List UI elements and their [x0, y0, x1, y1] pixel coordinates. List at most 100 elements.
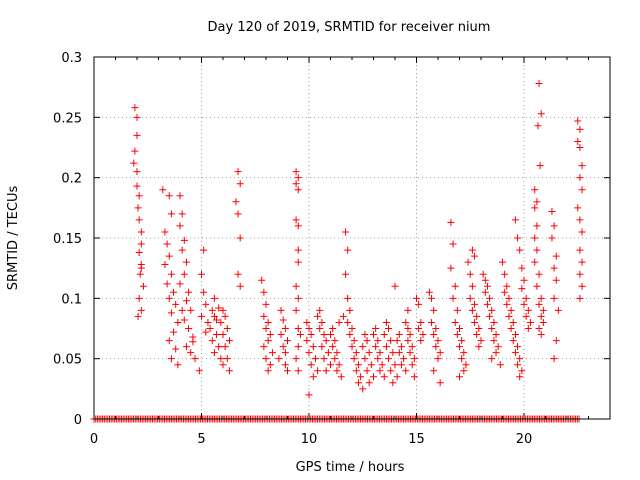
data-point — [449, 240, 457, 248]
data-point — [219, 361, 227, 369]
data-point — [260, 312, 268, 320]
data-point — [501, 288, 509, 296]
data-point — [333, 367, 341, 375]
data-point — [198, 312, 205, 320]
data-point — [524, 325, 532, 332]
data-point — [236, 282, 244, 290]
data-point — [576, 270, 584, 278]
data-point — [202, 328, 210, 336]
data-point — [539, 318, 547, 326]
data-point — [294, 174, 302, 182]
x-axis-label: GPS time / hours — [296, 460, 405, 475]
data-point — [292, 168, 300, 176]
data-point — [518, 285, 526, 293]
data-point — [198, 270, 205, 278]
data-point — [266, 331, 274, 339]
data-point — [316, 325, 324, 332]
data-point — [507, 325, 515, 332]
data-point — [576, 144, 584, 151]
data-point — [174, 318, 182, 326]
grid — [94, 57, 610, 419]
data-point — [436, 379, 444, 387]
data-point — [161, 261, 169, 269]
data-point — [397, 361, 405, 369]
data-point — [387, 337, 395, 345]
data-point — [234, 210, 242, 218]
data-point — [550, 264, 558, 272]
data-point — [576, 174, 584, 182]
data-point — [537, 331, 545, 339]
data-point — [165, 192, 173, 200]
data-point — [428, 318, 436, 326]
data-point — [524, 306, 532, 314]
data-point — [400, 355, 408, 363]
data-point — [359, 343, 367, 351]
data-point — [447, 218, 455, 226]
data-point — [178, 246, 186, 254]
data-point — [520, 276, 528, 284]
data-point — [176, 280, 184, 288]
data-point — [210, 349, 218, 357]
data-point — [294, 343, 302, 351]
data-point — [387, 367, 395, 375]
data-point — [453, 306, 461, 314]
data-point — [292, 180, 300, 188]
data-point — [292, 306, 300, 314]
data-point — [262, 355, 270, 363]
data-point — [404, 325, 412, 332]
data-point — [436, 349, 444, 357]
y-axis-label: SRMTID / TECUs — [6, 186, 21, 291]
data-point — [284, 337, 291, 345]
data-point — [206, 325, 214, 332]
data-point — [516, 355, 524, 363]
data-point — [342, 228, 350, 236]
data-point — [488, 325, 496, 332]
data-point — [417, 318, 425, 326]
data-point — [307, 361, 315, 369]
data-point — [372, 343, 380, 351]
data-point — [406, 331, 414, 339]
data-point — [200, 288, 208, 296]
data-point — [163, 240, 171, 248]
x-tick-label: 0 — [90, 432, 98, 447]
data-point — [331, 355, 339, 363]
data-point — [481, 288, 489, 296]
data-point — [139, 282, 147, 290]
data-point — [210, 294, 218, 302]
data-point — [234, 168, 242, 176]
data-point — [165, 294, 173, 302]
data-point — [275, 355, 283, 363]
data-point — [417, 337, 425, 345]
data-point — [492, 331, 500, 339]
data-point — [294, 186, 302, 194]
data-point — [354, 361, 362, 369]
data-point — [408, 361, 416, 369]
data-point — [344, 294, 352, 302]
data-point — [578, 258, 586, 266]
data-point — [578, 228, 586, 236]
data-point — [453, 331, 461, 339]
data-point — [294, 246, 302, 254]
data-point — [372, 325, 380, 332]
data-point — [526, 318, 534, 326]
data-point — [380, 373, 388, 381]
data-point — [456, 343, 463, 351]
data-point — [451, 282, 459, 290]
data-point — [232, 198, 240, 206]
data-point — [535, 325, 543, 332]
data-point — [432, 325, 440, 332]
data-point — [350, 355, 358, 363]
data-point — [292, 216, 300, 224]
x-tick-label: 10 — [301, 432, 318, 447]
data-point — [533, 282, 541, 290]
data-point — [200, 246, 208, 254]
data-point — [314, 312, 322, 320]
data-point — [329, 343, 337, 351]
data-point — [327, 361, 334, 369]
data-point — [305, 325, 313, 332]
data-point — [221, 312, 229, 320]
data-point — [260, 343, 268, 351]
data-point — [294, 367, 302, 375]
data-point — [215, 343, 223, 351]
data-point — [393, 373, 401, 381]
